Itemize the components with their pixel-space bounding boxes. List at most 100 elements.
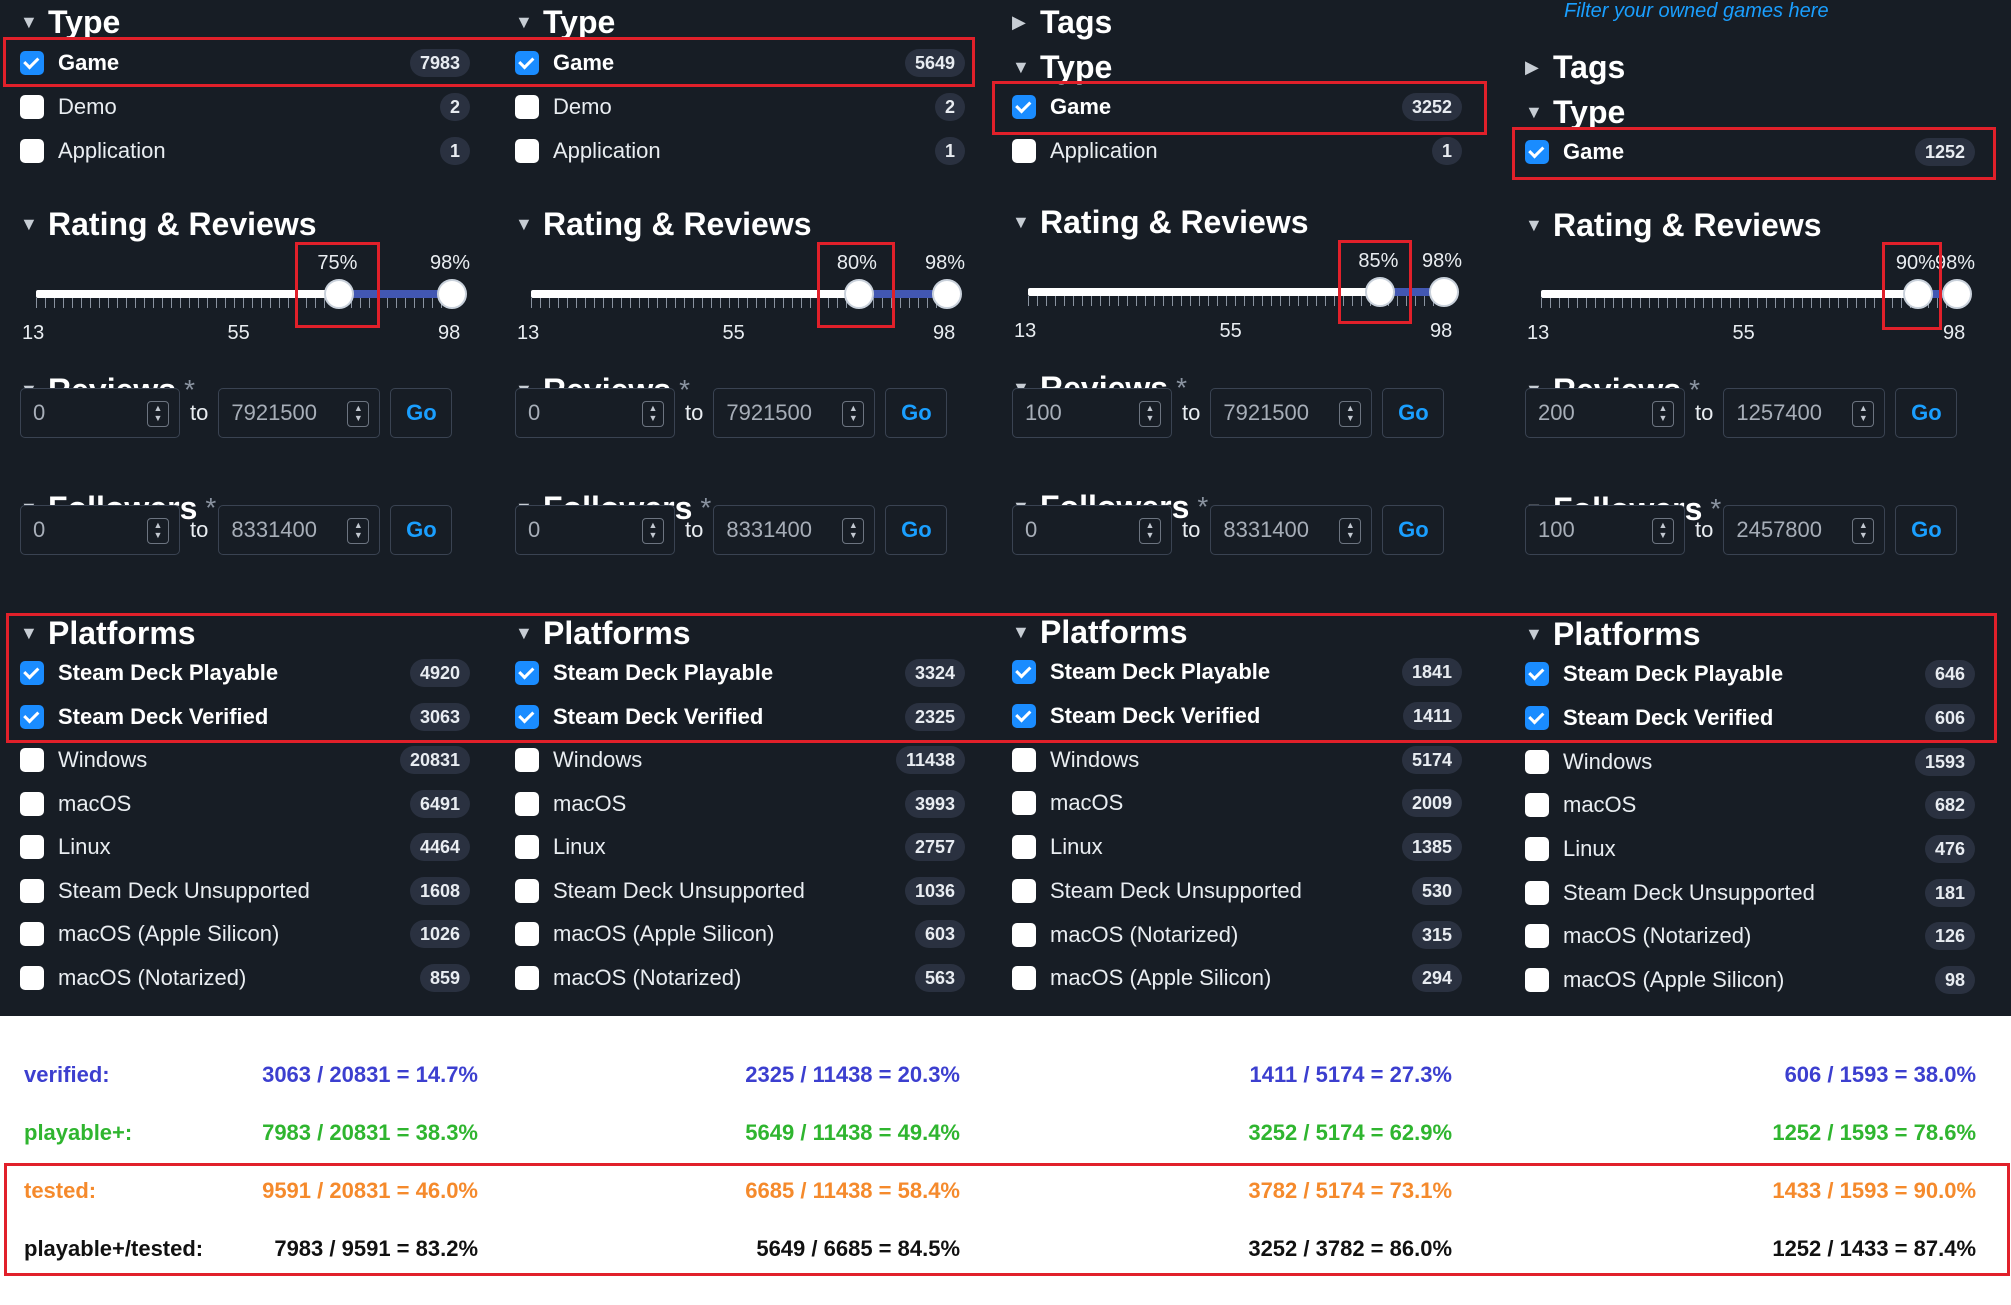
platform-filter[interactable]: Linux 2757 <box>515 830 965 864</box>
checkbox-checked[interactable] <box>20 705 44 729</box>
slider-min-handle[interactable] <box>1902 279 1933 309</box>
checkbox-unchecked[interactable] <box>20 748 44 772</box>
platform-filter[interactable]: Linux 1385 <box>1012 830 1462 864</box>
reviews-range-from-input[interactable]: 0 ▲ ▼ <box>20 388 180 438</box>
platforms-section-header[interactable]: ▼ Platforms <box>515 617 691 649</box>
platform-filter[interactable]: Steam Deck Unsupported 181 <box>1525 876 1975 910</box>
checkbox-unchecked[interactable] <box>1525 881 1549 905</box>
checkbox-unchecked[interactable] <box>1012 879 1036 903</box>
checkbox-unchecked[interactable] <box>1012 791 1036 815</box>
reviews-range-from-input[interactable]: 200 ▲ ▼ <box>1525 388 1685 438</box>
checkbox-checked[interactable] <box>515 51 539 75</box>
reviews-range-from-input[interactable]: 0 ▲ ▼ <box>515 388 675 438</box>
slider-min-handle[interactable] <box>1365 277 1396 307</box>
rating-section-header[interactable]: ▼ Rating & Reviews <box>20 208 317 240</box>
platform-filter[interactable]: macOS (Apple Silicon) 98 <box>1525 963 1975 997</box>
platform-filter[interactable]: macOS 682 <box>1525 788 1975 822</box>
reviews-range-from-input[interactable]: 100 ▲ ▼ <box>1012 388 1172 438</box>
platforms-section-header[interactable]: ▼ Platforms <box>1012 616 1188 648</box>
type-filter-application[interactable]: Application 1 <box>515 134 965 168</box>
reviews-range-go-button[interactable]: Go <box>885 388 948 438</box>
checkbox-unchecked[interactable] <box>515 922 539 946</box>
reviews-range-go-button[interactable]: Go <box>1382 388 1445 438</box>
rating-range-slider[interactable]: 85% 98% 13 55 98 <box>1012 250 1462 342</box>
checkbox-checked[interactable] <box>20 661 44 685</box>
platforms-section-header[interactable]: ▼ Platforms <box>20 617 196 649</box>
platform-filter[interactable]: macOS (Apple Silicon) 294 <box>1012 961 1462 995</box>
checkbox-unchecked[interactable] <box>515 95 539 119</box>
checkbox-unchecked[interactable] <box>1525 837 1549 861</box>
checkbox-checked[interactable] <box>1012 660 1036 684</box>
checkbox-unchecked[interactable] <box>1525 750 1549 774</box>
number-spinner-icon[interactable]: ▲ ▼ <box>347 401 370 427</box>
rating-section-header[interactable]: ▼ Rating & Reviews <box>515 208 812 240</box>
followers-range-go-button[interactable]: Go <box>885 505 948 555</box>
followers-range-from-input[interactable]: 0 ▲ ▼ <box>1012 505 1172 555</box>
checkbox-checked[interactable] <box>1525 706 1549 730</box>
number-spinner-icon[interactable]: ▲ ▼ <box>147 518 169 544</box>
platform-filter[interactable]: macOS (Notarized) 126 <box>1525 919 1975 953</box>
checkbox-unchecked[interactable] <box>1525 793 1549 817</box>
followers-range-from-input[interactable]: 100 ▲ ▼ <box>1525 505 1685 555</box>
followers-range-to-input[interactable]: 8331400 ▲ ▼ <box>1210 505 1373 555</box>
platform-filter[interactable]: Steam Deck Unsupported 530 <box>1012 874 1462 908</box>
type-filter-game[interactable]: Game 5649 <box>515 46 965 80</box>
slider-min-handle[interactable] <box>324 279 355 309</box>
checkbox-unchecked[interactable] <box>515 139 539 163</box>
checkbox-checked[interactable] <box>1012 704 1036 728</box>
type-filter-game[interactable]: Game 7983 <box>20 46 470 80</box>
platform-filter[interactable]: macOS 3993 <box>515 787 965 821</box>
platform-filter[interactable]: Steam Deck Playable 1841 <box>1012 655 1462 689</box>
number-spinner-icon[interactable]: ▲ ▼ <box>1139 401 1161 427</box>
reviews-range-to-input[interactable]: 7921500 ▲ ▼ <box>713 388 876 438</box>
checkbox-unchecked[interactable] <box>515 879 539 903</box>
checkbox-unchecked[interactable] <box>20 139 44 163</box>
number-spinner-icon[interactable]: ▲ ▼ <box>1852 518 1875 544</box>
number-spinner-icon[interactable]: ▲ ▼ <box>1339 401 1362 427</box>
platform-filter[interactable]: Steam Deck Verified 606 <box>1525 701 1975 735</box>
type-filter-application[interactable]: Application 1 <box>1012 134 1462 168</box>
type-filter-game[interactable]: Game 3252 <box>1012 90 1462 124</box>
number-spinner-icon[interactable]: ▲ ▼ <box>1339 518 1362 544</box>
platform-filter[interactable]: Windows 5174 <box>1012 743 1462 777</box>
checkbox-unchecked[interactable] <box>1525 924 1549 948</box>
checkbox-unchecked[interactable] <box>20 966 44 990</box>
number-spinner-icon[interactable]: ▲ ▼ <box>642 518 664 544</box>
platform-filter[interactable]: Windows 20831 <box>20 743 470 777</box>
reviews-range-go-button[interactable]: Go <box>390 388 453 438</box>
reviews-range-to-input[interactable]: 7921500 ▲ ▼ <box>218 388 381 438</box>
checkbox-unchecked[interactable] <box>1012 139 1036 163</box>
platform-filter[interactable]: macOS (Notarized) 859 <box>20 961 470 995</box>
slider-min-handle[interactable] <box>843 279 874 309</box>
platform-filter[interactable]: macOS (Notarized) 315 <box>1012 918 1462 952</box>
checkbox-unchecked[interactable] <box>1012 748 1036 772</box>
number-spinner-icon[interactable]: ▲ ▼ <box>1852 401 1875 427</box>
slider-max-handle[interactable] <box>437 279 467 309</box>
slider-max-handle[interactable] <box>932 279 962 309</box>
followers-range-from-input[interactable]: 0 ▲ ▼ <box>20 505 180 555</box>
platform-filter[interactable]: Steam Deck Playable 3324 <box>515 656 965 690</box>
checkbox-unchecked[interactable] <box>515 792 539 816</box>
followers-range-to-input[interactable]: 8331400 ▲ ▼ <box>218 505 381 555</box>
type-filter-demo[interactable]: Demo 2 <box>515 90 965 124</box>
checkbox-checked[interactable] <box>515 661 539 685</box>
platform-filter[interactable]: Windows 11438 <box>515 743 965 777</box>
checkbox-unchecked[interactable] <box>515 835 539 859</box>
type-section-header[interactable]: ▼ Type <box>1012 51 1112 83</box>
followers-range-from-input[interactable]: 0 ▲ ▼ <box>515 505 675 555</box>
checkbox-unchecked[interactable] <box>1012 835 1036 859</box>
platform-filter[interactable]: Steam Deck Playable 646 <box>1525 657 1975 691</box>
platforms-section-header[interactable]: ▼ Platforms <box>1525 618 1701 650</box>
platform-filter[interactable]: Steam Deck Verified 3063 <box>20 700 470 734</box>
number-spinner-icon[interactable]: ▲ ▼ <box>642 401 664 427</box>
platform-filter[interactable]: Linux 4464 <box>20 830 470 864</box>
platform-filter[interactable]: macOS (Apple Silicon) 603 <box>515 917 965 951</box>
checkbox-unchecked[interactable] <box>20 792 44 816</box>
followers-range-to-input[interactable]: 8331400 ▲ ▼ <box>713 505 876 555</box>
checkbox-unchecked[interactable] <box>20 835 44 859</box>
type-section-header[interactable]: ▼ Type <box>515 6 615 38</box>
type-section-header[interactable]: ▼ Type <box>20 6 120 38</box>
checkbox-unchecked[interactable] <box>20 922 44 946</box>
tags-section-header[interactable]: ▶ Tags <box>1525 51 1625 83</box>
type-filter-application[interactable]: Application 1 <box>20 134 470 168</box>
